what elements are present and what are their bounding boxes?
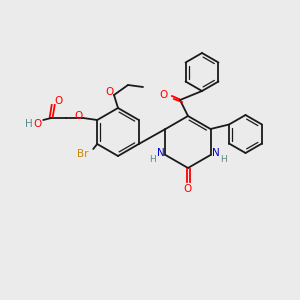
Text: H: H xyxy=(220,154,227,164)
Text: O: O xyxy=(105,87,113,97)
Text: Br: Br xyxy=(77,149,89,159)
Text: O: O xyxy=(184,184,192,194)
Text: O: O xyxy=(33,119,41,129)
Text: N: N xyxy=(157,148,164,158)
Text: O: O xyxy=(160,90,168,100)
Text: H: H xyxy=(25,119,33,129)
Text: O: O xyxy=(74,111,82,121)
Text: N: N xyxy=(212,148,219,158)
Text: O: O xyxy=(54,96,62,106)
Text: H: H xyxy=(149,154,156,164)
